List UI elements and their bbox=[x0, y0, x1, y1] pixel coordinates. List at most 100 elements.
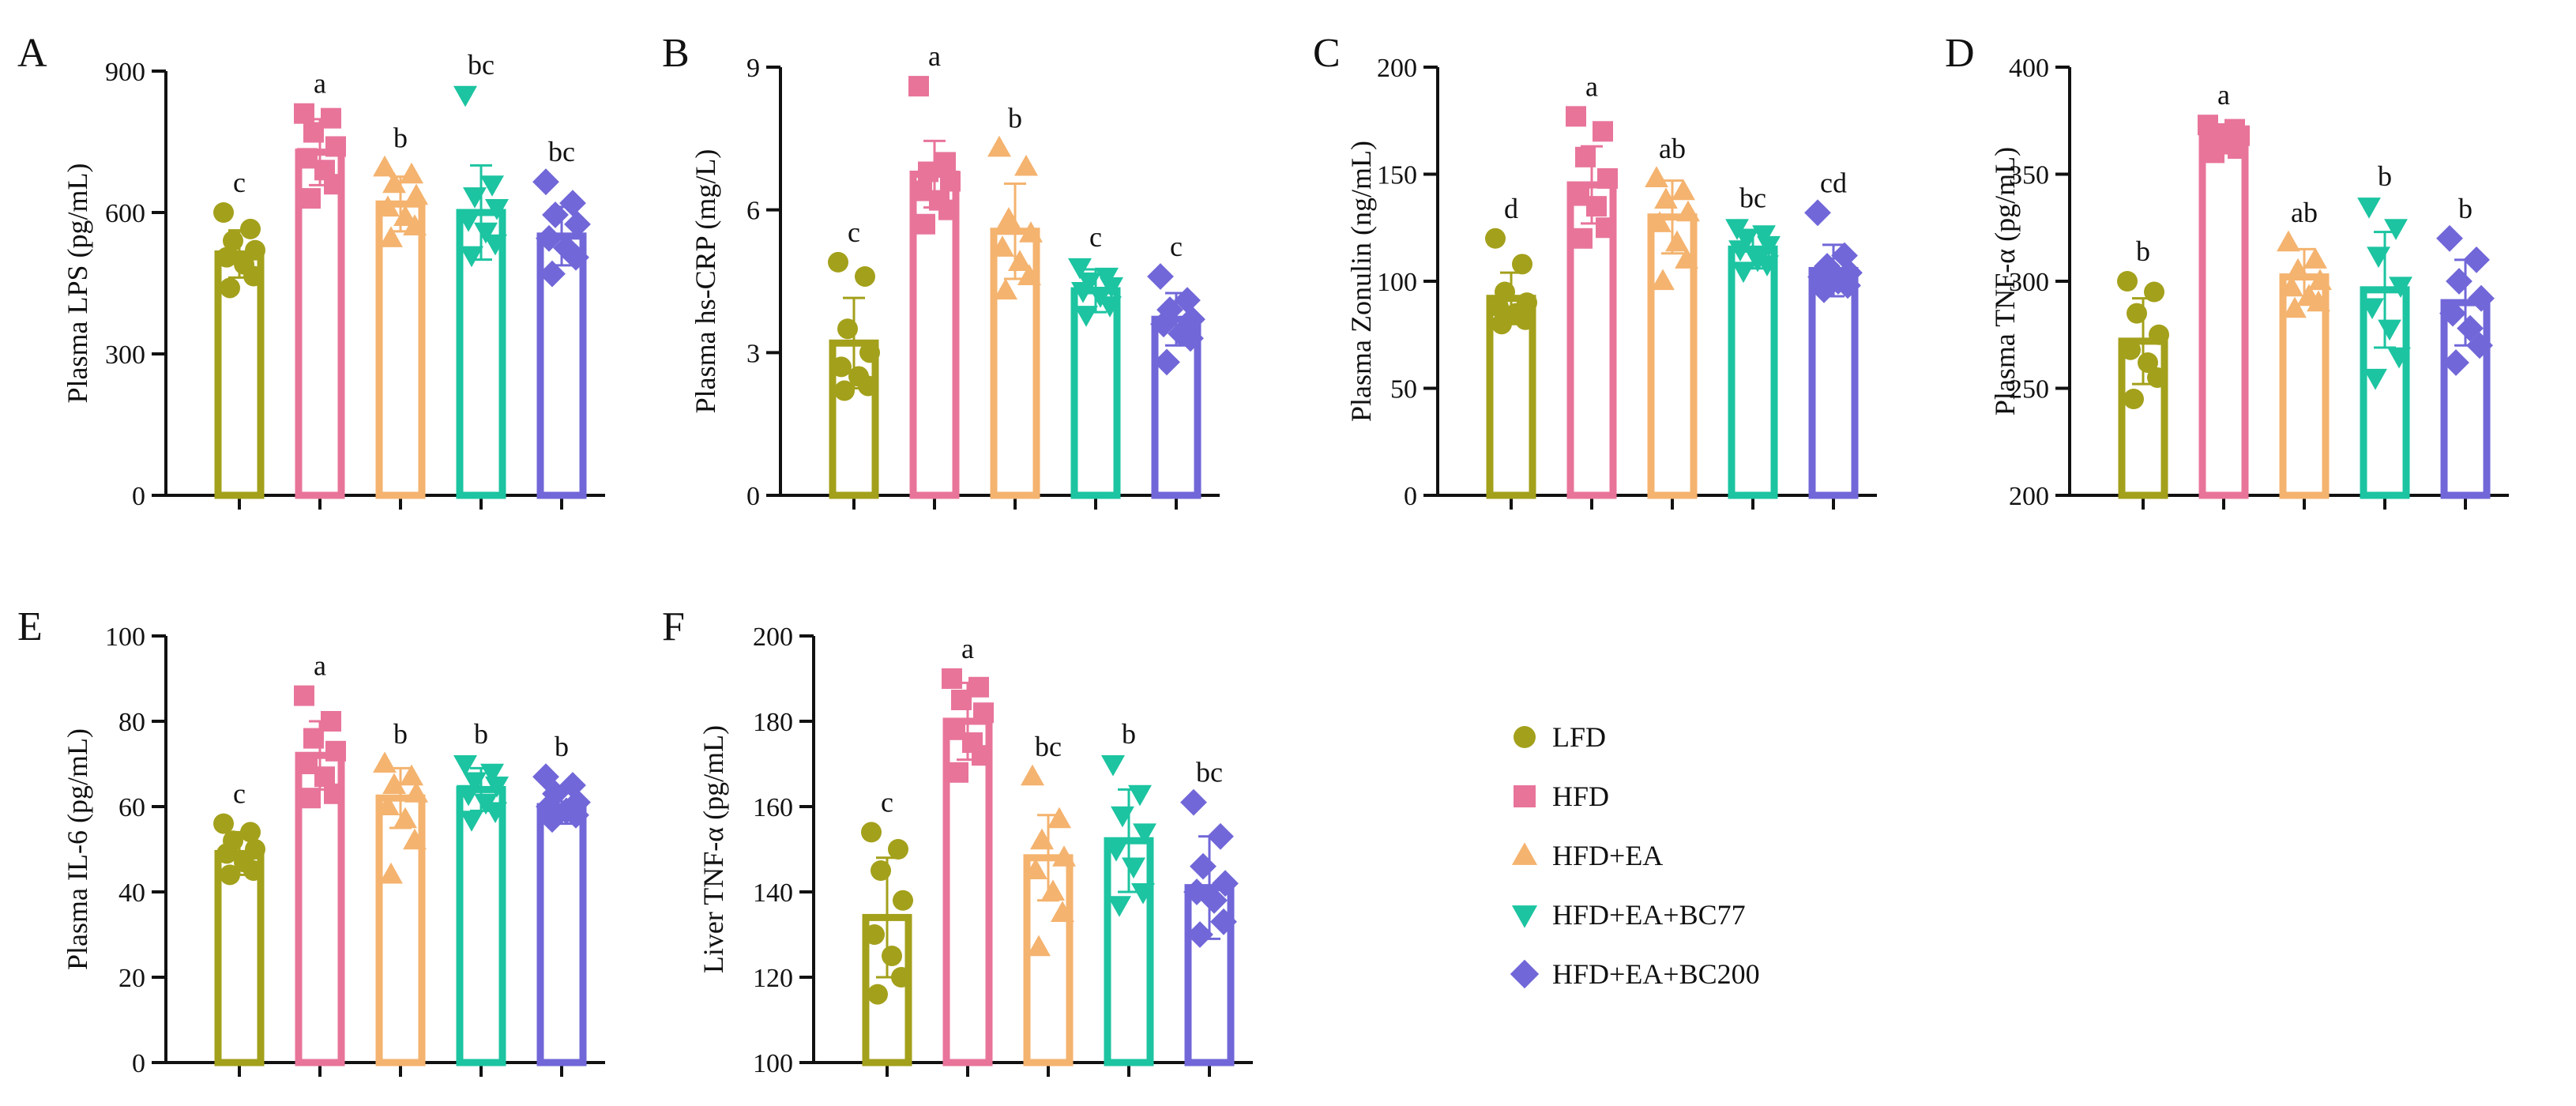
legend-label: HFD bbox=[1552, 781, 1609, 812]
data-point bbox=[1596, 217, 1616, 239]
data-point bbox=[1654, 187, 1678, 209]
data-point bbox=[1098, 296, 1122, 318]
data-point bbox=[1811, 276, 1837, 303]
data-point bbox=[294, 103, 314, 124]
significance-letter: ab bbox=[2291, 197, 2318, 228]
data-point bbox=[1030, 828, 1054, 850]
y-axis-label: Plasma IL-6 (pg/mL) bbox=[62, 728, 93, 970]
data-point bbox=[1019, 221, 1043, 243]
data-point bbox=[882, 946, 902, 966]
data-point bbox=[400, 764, 423, 786]
significance-letter: ab bbox=[1659, 133, 1686, 164]
y-tick-label: 9 bbox=[746, 54, 760, 83]
bar-hfd-ea-bc200 bbox=[536, 803, 587, 1066]
data-point bbox=[404, 781, 428, 803]
data-point bbox=[968, 676, 989, 698]
data-point bbox=[1804, 199, 1831, 227]
data-point bbox=[2357, 198, 2381, 219]
data-point bbox=[2442, 349, 2469, 376]
data-point bbox=[1128, 784, 1152, 807]
data-point bbox=[223, 230, 243, 251]
data-point bbox=[2308, 269, 2332, 291]
data-point bbox=[834, 380, 855, 401]
panel-label: D bbox=[1945, 31, 1975, 76]
data-point bbox=[1575, 146, 1596, 167]
data-point bbox=[1207, 822, 1234, 850]
y-tick-label: 900 bbox=[105, 58, 145, 87]
legend-item-hfd-ea: HFD+EA bbox=[1511, 840, 1663, 871]
data-point bbox=[393, 807, 417, 829]
y-tick-label: 50 bbox=[1390, 375, 1417, 404]
significance-letter: a bbox=[314, 650, 326, 682]
data-point bbox=[2277, 230, 2300, 252]
y-tick-label: 400 bbox=[2009, 54, 2049, 83]
data-point bbox=[912, 180, 932, 201]
data-point bbox=[1180, 788, 1207, 816]
data-point bbox=[1515, 309, 1536, 330]
panel-label: F bbox=[662, 604, 685, 649]
bar-hfd-ea-bc200 bbox=[1151, 315, 1202, 499]
data-point bbox=[213, 813, 234, 834]
data-point bbox=[1593, 121, 1613, 142]
data-point bbox=[2283, 296, 2307, 318]
bar-lfd bbox=[214, 250, 265, 499]
data-point bbox=[325, 136, 346, 157]
data-point bbox=[1147, 263, 1174, 290]
data-point bbox=[861, 822, 882, 843]
data-point bbox=[1024, 858, 1047, 879]
data-point bbox=[382, 773, 406, 794]
y-tick-label: 80 bbox=[118, 708, 145, 737]
data-point bbox=[2286, 258, 2310, 280]
y-tick-label: 60 bbox=[118, 793, 145, 822]
data-point bbox=[828, 251, 848, 273]
significance-letter: b bbox=[2136, 235, 2150, 267]
data-point bbox=[1491, 314, 1512, 335]
data-point bbox=[240, 822, 261, 843]
data-point bbox=[373, 751, 397, 773]
data-point bbox=[460, 811, 483, 832]
data-point bbox=[243, 860, 264, 881]
data-point bbox=[1051, 901, 1074, 922]
data-point bbox=[457, 784, 480, 807]
data-point bbox=[855, 265, 875, 287]
data-point bbox=[1814, 253, 1841, 280]
data-point bbox=[220, 277, 240, 299]
data-point bbox=[460, 246, 483, 268]
y-tick-label: 200 bbox=[1377, 54, 1417, 83]
data-point bbox=[245, 239, 265, 261]
legend-item-hfd-ea-bc77: HFD+EA+BC77 bbox=[1511, 899, 1746, 931]
y-tick-label: 140 bbox=[753, 878, 793, 908]
data-point bbox=[1014, 154, 1038, 176]
y-tick-label: 3 bbox=[746, 339, 760, 368]
data-point bbox=[2127, 303, 2147, 324]
data-point bbox=[321, 107, 341, 129]
data-point bbox=[559, 190, 586, 216]
data-point bbox=[2147, 367, 2168, 388]
data-point bbox=[972, 745, 992, 766]
bar-hfd-ea-bc77 bbox=[456, 785, 506, 1066]
y-axis-label: Plasma LPS (pg/mL) bbox=[62, 164, 93, 404]
data-point bbox=[2463, 246, 2490, 273]
data-point bbox=[2204, 142, 2224, 164]
data-point bbox=[325, 740, 346, 762]
y-tick-label: 200 bbox=[2009, 482, 2049, 511]
significance-letter: b bbox=[1122, 718, 1136, 750]
data-point bbox=[951, 690, 972, 710]
y-tick-label: 150 bbox=[1377, 161, 1417, 190]
data-point bbox=[536, 224, 562, 252]
data-point bbox=[1027, 935, 1051, 957]
y-tick-label: 350 bbox=[2009, 161, 2049, 190]
data-point bbox=[1645, 166, 1668, 187]
bar-hfd bbox=[295, 149, 345, 499]
data-point bbox=[2149, 324, 2169, 345]
data-point bbox=[893, 890, 913, 911]
data-point bbox=[474, 222, 498, 244]
legend-label: HFD+EA bbox=[1552, 840, 1663, 871]
panel-label: C bbox=[1313, 31, 1341, 76]
data-point bbox=[1735, 229, 1758, 251]
data-point bbox=[1210, 908, 1237, 935]
significance-letter: bc bbox=[468, 49, 495, 81]
data-point bbox=[2144, 281, 2164, 303]
legend-label: HFD+EA+BC77 bbox=[1552, 899, 1746, 931]
legend: LFD HFD HFD+EA HFD+EA+BC77 HFD+EA+BC200 bbox=[1510, 721, 1760, 990]
